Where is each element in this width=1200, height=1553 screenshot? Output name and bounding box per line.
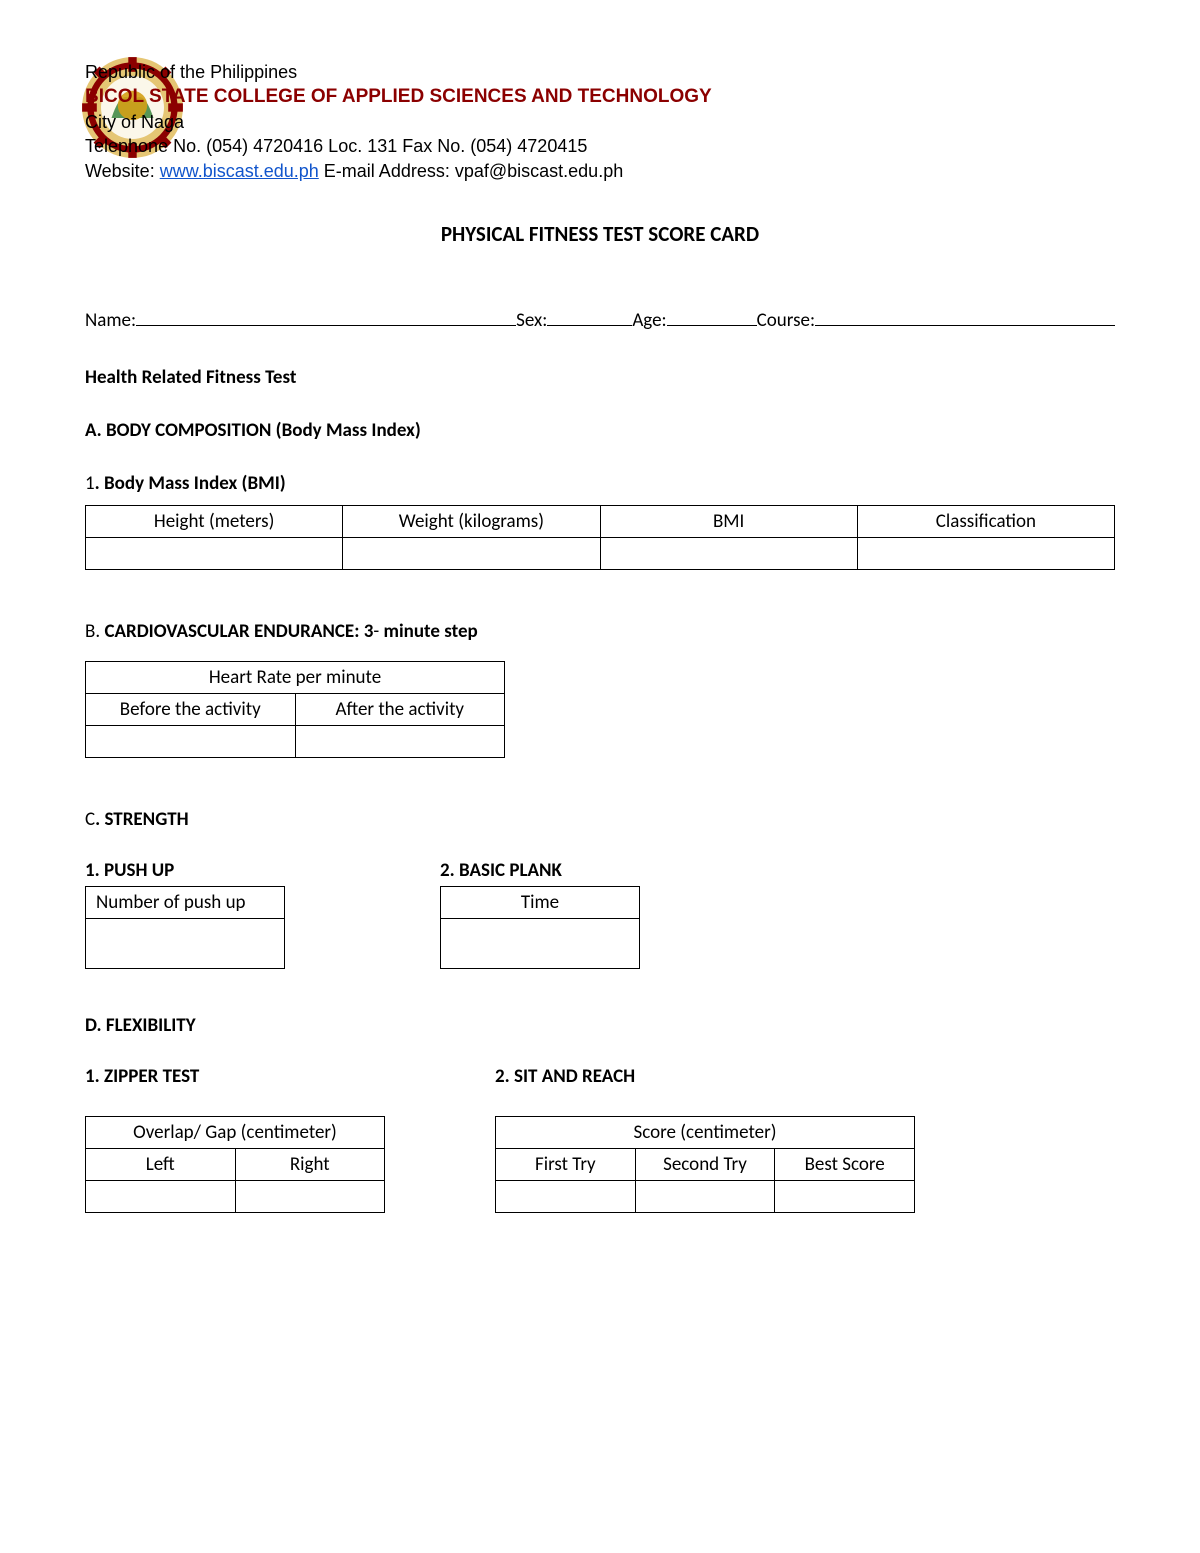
bmi-table: Height (meters) Weight (kilograms) BMI C… <box>85 505 1115 570</box>
c-prefix: C <box>85 808 95 831</box>
city-line: City of Naga <box>85 110 1115 134</box>
bmi-col-classification: Classification <box>857 505 1114 537</box>
sit-cell[interactable] <box>635 1180 775 1212</box>
sit-cell[interactable] <box>775 1180 915 1212</box>
telephone-line: Telephone No. (054) 4720416 Loc. 131 Fax… <box>85 134 1115 158</box>
section-c-heading: C. STRENGTH <box>85 808 1115 831</box>
zipper-col-right: Right <box>235 1148 385 1180</box>
sit-cell[interactable] <box>496 1180 636 1212</box>
section-a-sub1: 1. Body Mass Index (BMI) <box>85 472 1115 495</box>
c-bold: . STRENGTH <box>95 808 188 831</box>
bmi-cell[interactable] <box>86 537 343 569</box>
bmi-col-weight: Weight (kilograms) <box>343 505 600 537</box>
pushup-cell[interactable] <box>86 918 285 968</box>
section-b-heading: B. CARDIOVASCULAR ENDURANCE: 3- minute s… <box>85 620 1115 643</box>
republic-line: Republic of the Philippines <box>85 60 1115 84</box>
section-a-heading: A. BODY COMPOSITION (Body Mass Index) <box>85 419 1115 442</box>
sit-col-second: Second Try <box>635 1148 775 1180</box>
sit-col-best: Best Score <box>775 1148 915 1180</box>
cardio-merged-header: Heart Rate per minute <box>86 661 505 693</box>
cardio-table: Heart Rate per minute Before the activit… <box>85 661 505 758</box>
website-link[interactable]: www.biscast.edu.ph <box>160 161 319 181</box>
pushup-title: 1. PUSH UP <box>85 859 305 882</box>
b-rest2: minute step <box>384 620 478 643</box>
a-sub1-rest: . Body Mass Index (BMI) <box>95 472 286 495</box>
zipper-title: 1. ZIPPER TEST <box>85 1065 405 1088</box>
name-blank[interactable] <box>136 307 516 326</box>
zipper-table: Overlap/ Gap (centimeter) Left Right <box>85 1116 385 1213</box>
email-label: E-mail Address: vpaf@biscast.edu.ph <box>319 161 623 181</box>
cardio-col-before: Before the activity <box>86 693 296 725</box>
plank-header: Time <box>441 886 640 918</box>
strength-row: 1. PUSH UP Number of push up 2. BASIC PL… <box>85 831 1115 969</box>
bmi-col-height: Height (meters) <box>86 505 343 537</box>
course-label: Course: <box>757 309 815 332</box>
sit-title: 2. SIT AND REACH <box>495 1065 925 1088</box>
website-line: Website: www.biscast.edu.ph E-mail Addre… <box>85 159 1115 183</box>
pushup-header: Number of push up <box>86 886 285 918</box>
sex-label: Sex: <box>516 309 547 332</box>
college-name: BICOL STATE COLLEGE OF APPLIED SCIENCES … <box>85 84 1115 110</box>
bmi-cell[interactable] <box>857 537 1114 569</box>
plank-title: 2. BASIC PLANK <box>440 859 660 882</box>
zipper-merged-header: Overlap/ Gap (centimeter) <box>86 1116 385 1148</box>
b-bold: CARDIOVASCULAR ENDURANCE: 3 <box>104 620 373 643</box>
bmi-col-bmi: BMI <box>600 505 857 537</box>
zipper-cell[interactable] <box>235 1180 385 1212</box>
flexibility-row: 1. ZIPPER TEST Overlap/ Gap (centimeter)… <box>85 1037 1115 1213</box>
section-d-heading: D. FLEXIBILITY <box>85 1014 1115 1037</box>
b-prefix: B. <box>85 620 104 643</box>
bmi-cell[interactable] <box>343 537 600 569</box>
cardio-cell[interactable] <box>86 725 296 757</box>
bmi-cell[interactable] <box>600 537 857 569</box>
health-section-heading: Health Related Fitness Test <box>85 366 1115 389</box>
student-info-row: Name: Sex: Age: Course: <box>85 307 1115 332</box>
website-label: Website: <box>85 161 160 181</box>
course-blank[interactable] <box>815 307 1115 326</box>
sit-merged-header: Score (centimeter) <box>496 1116 915 1148</box>
age-label: Age: <box>632 309 666 332</box>
page-title: PHYSICAL FITNESS TEST SCORE CARD <box>85 221 1115 247</box>
sit-table: Score (centimeter) First Try Second Try … <box>495 1116 915 1213</box>
name-label: Name: <box>85 309 136 332</box>
letterhead: Republic of the Philippines BICOL STATE … <box>85 60 1115 183</box>
plank-cell[interactable] <box>441 918 640 968</box>
cardio-cell[interactable] <box>295 725 505 757</box>
cardio-col-after: After the activity <box>295 693 505 725</box>
a-sub1-prefix: 1 <box>85 472 95 495</box>
sex-blank[interactable] <box>547 307 632 326</box>
zipper-cell[interactable] <box>86 1180 236 1212</box>
sit-col-first: First Try <box>496 1148 636 1180</box>
pushup-table: Number of push up <box>85 886 285 969</box>
zipper-col-left: Left <box>86 1148 236 1180</box>
b-rest: - <box>373 620 383 643</box>
plank-table: Time <box>440 886 640 969</box>
age-blank[interactable] <box>667 307 757 326</box>
